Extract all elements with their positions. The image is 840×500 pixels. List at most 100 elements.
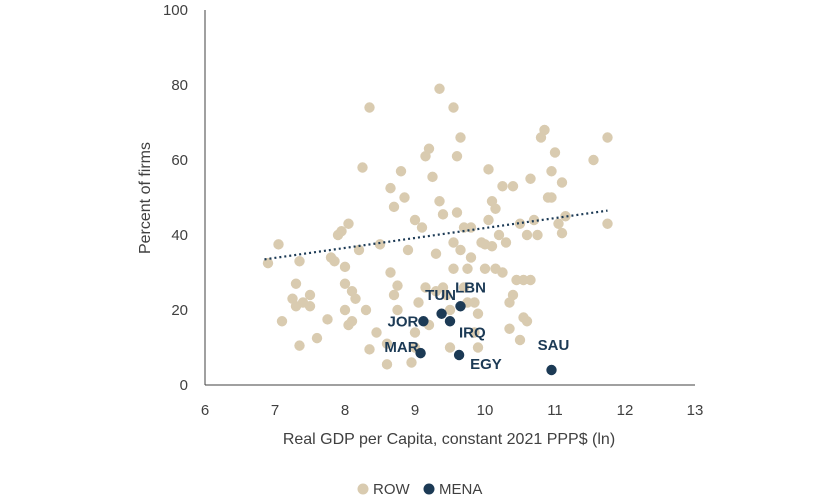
row-point [388, 289, 400, 301]
row-point [472, 308, 484, 319]
row-point [343, 218, 354, 229]
row-point [385, 182, 396, 194]
row-point [483, 214, 494, 226]
row-point [472, 342, 484, 353]
row-point [336, 226, 347, 237]
row-point [357, 162, 368, 173]
legend-mena-marker [423, 483, 435, 495]
row-point [311, 332, 323, 344]
row-point [413, 297, 424, 308]
mena-label-irq: IRQ [459, 324, 486, 341]
row-point [479, 263, 491, 274]
row-point [560, 211, 571, 222]
row-point [304, 301, 316, 312]
row-point [388, 201, 400, 213]
x-tick-label: 8 [341, 402, 349, 419]
y-tick-label: 80 [171, 77, 188, 94]
row-point [304, 289, 316, 301]
row-point [385, 267, 396, 278]
x-tick-label: 11 [547, 402, 563, 419]
row-point [514, 218, 526, 229]
row-point [402, 244, 414, 256]
row-point [371, 327, 382, 338]
row-point [521, 229, 533, 241]
row-point [392, 304, 403, 316]
row-point [441, 289, 452, 301]
row-point [539, 124, 550, 136]
row-point [395, 166, 407, 177]
mena-label-sau: SAU [538, 337, 570, 354]
row-point [448, 102, 459, 113]
row-point [462, 263, 473, 274]
row-point [437, 209, 449, 220]
row-point [353, 244, 365, 256]
row-point [444, 304, 456, 316]
mena-point-mar [415, 347, 426, 359]
mena-label-lbn: LBN [455, 279, 486, 296]
row-point [553, 218, 564, 229]
x-tick-label: 7 [271, 402, 279, 419]
row-point [322, 314, 333, 325]
row-point [430, 248, 442, 259]
y-axis-title: Percent of firms [137, 142, 154, 254]
row-point [546, 166, 557, 177]
row-point [525, 173, 536, 184]
row-point [602, 218, 613, 229]
y-tick-label: 20 [171, 302, 188, 319]
row-point [448, 263, 459, 274]
row-point [490, 203, 501, 214]
mena-point-egy [453, 349, 465, 361]
row-point [346, 316, 358, 327]
x-tick-label: 6 [201, 402, 209, 419]
legend-row-marker [357, 483, 369, 495]
row-point [273, 239, 284, 250]
row-point [500, 237, 512, 248]
row-point [392, 280, 403, 291]
row-point [458, 282, 470, 293]
mena-label-egy: EGY [470, 356, 502, 373]
row-point [339, 304, 351, 316]
row-point [434, 196, 445, 207]
mena-labels: TUN LBN JOR IRQ MAR EGY SAU [384, 279, 569, 373]
row-point [602, 132, 613, 143]
row-point [381, 338, 393, 349]
row-point [483, 164, 494, 175]
row-point [427, 171, 438, 183]
row-point [528, 214, 540, 226]
mena-series [415, 301, 557, 376]
row-point [381, 359, 393, 370]
row-point [507, 289, 519, 301]
y-tick-label: 0 [180, 377, 188, 394]
x-tick-label: 9 [411, 402, 419, 419]
row-point [294, 340, 305, 351]
mena-point-jor [418, 316, 429, 327]
legend-row-label: ROW [373, 481, 411, 498]
row-point [329, 256, 340, 267]
row-point [525, 274, 536, 286]
row-point [507, 181, 519, 192]
row-point [420, 282, 431, 293]
legend: ROW MENA [357, 481, 482, 498]
y-tick-labels: 0 20 40 60 80 100 [163, 2, 188, 394]
mena-label-mar: MAR [384, 339, 418, 356]
y-tick-label: 60 [171, 152, 188, 169]
row-point [350, 293, 361, 304]
mena-point-irq [444, 316, 456, 327]
row-point [364, 102, 375, 113]
row-point [448, 237, 459, 248]
row-point [434, 83, 445, 94]
row-point [339, 278, 351, 289]
row-point [374, 239, 386, 250]
row-point [294, 256, 305, 267]
row-point [469, 297, 480, 308]
x-tick-label: 12 [617, 402, 634, 419]
row-point [497, 267, 508, 278]
row-point [339, 261, 351, 273]
row-point [262, 257, 274, 269]
row-series [262, 83, 613, 370]
x-tick-label: 10 [477, 402, 494, 419]
row-point [399, 192, 410, 203]
row-point [360, 304, 372, 316]
